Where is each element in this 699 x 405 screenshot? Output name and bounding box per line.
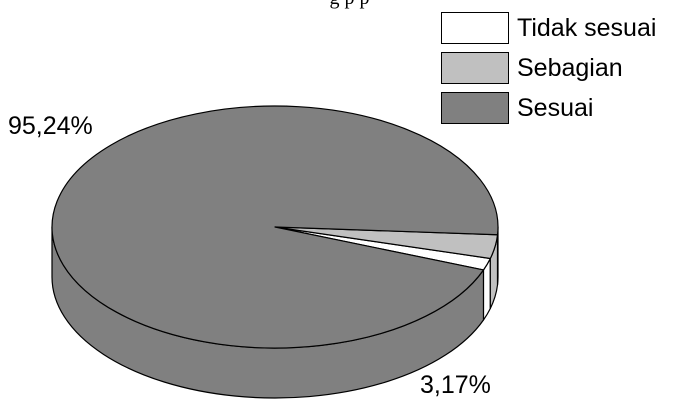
legend-swatch-sebagian	[441, 52, 509, 84]
legend-item-sebagian: Sebagian	[441, 48, 656, 88]
data-label-sebagian: 3,17%	[420, 371, 491, 399]
legend-item-tidak-sesuai: Tidak sesuai	[441, 8, 656, 48]
legend-item-sesuai: Sesuai	[441, 88, 656, 128]
legend-swatch-sesuai	[441, 92, 509, 124]
pie-slice-sesuai	[51, 105, 499, 349]
chart-title-clipped: g p p	[0, 0, 699, 10]
legend-swatch-tidak-sesuai	[441, 12, 509, 44]
legend-label-tidak-sesuai: Tidak sesuai	[517, 13, 657, 42]
legend-label-sesuai: Sesuai	[517, 93, 594, 122]
data-label-sesuai: 95,24%	[8, 112, 93, 140]
legend: Tidak sesuai Sebagian Sesuai	[441, 8, 656, 128]
legend-label-sebagian: Sebagian	[517, 53, 623, 82]
